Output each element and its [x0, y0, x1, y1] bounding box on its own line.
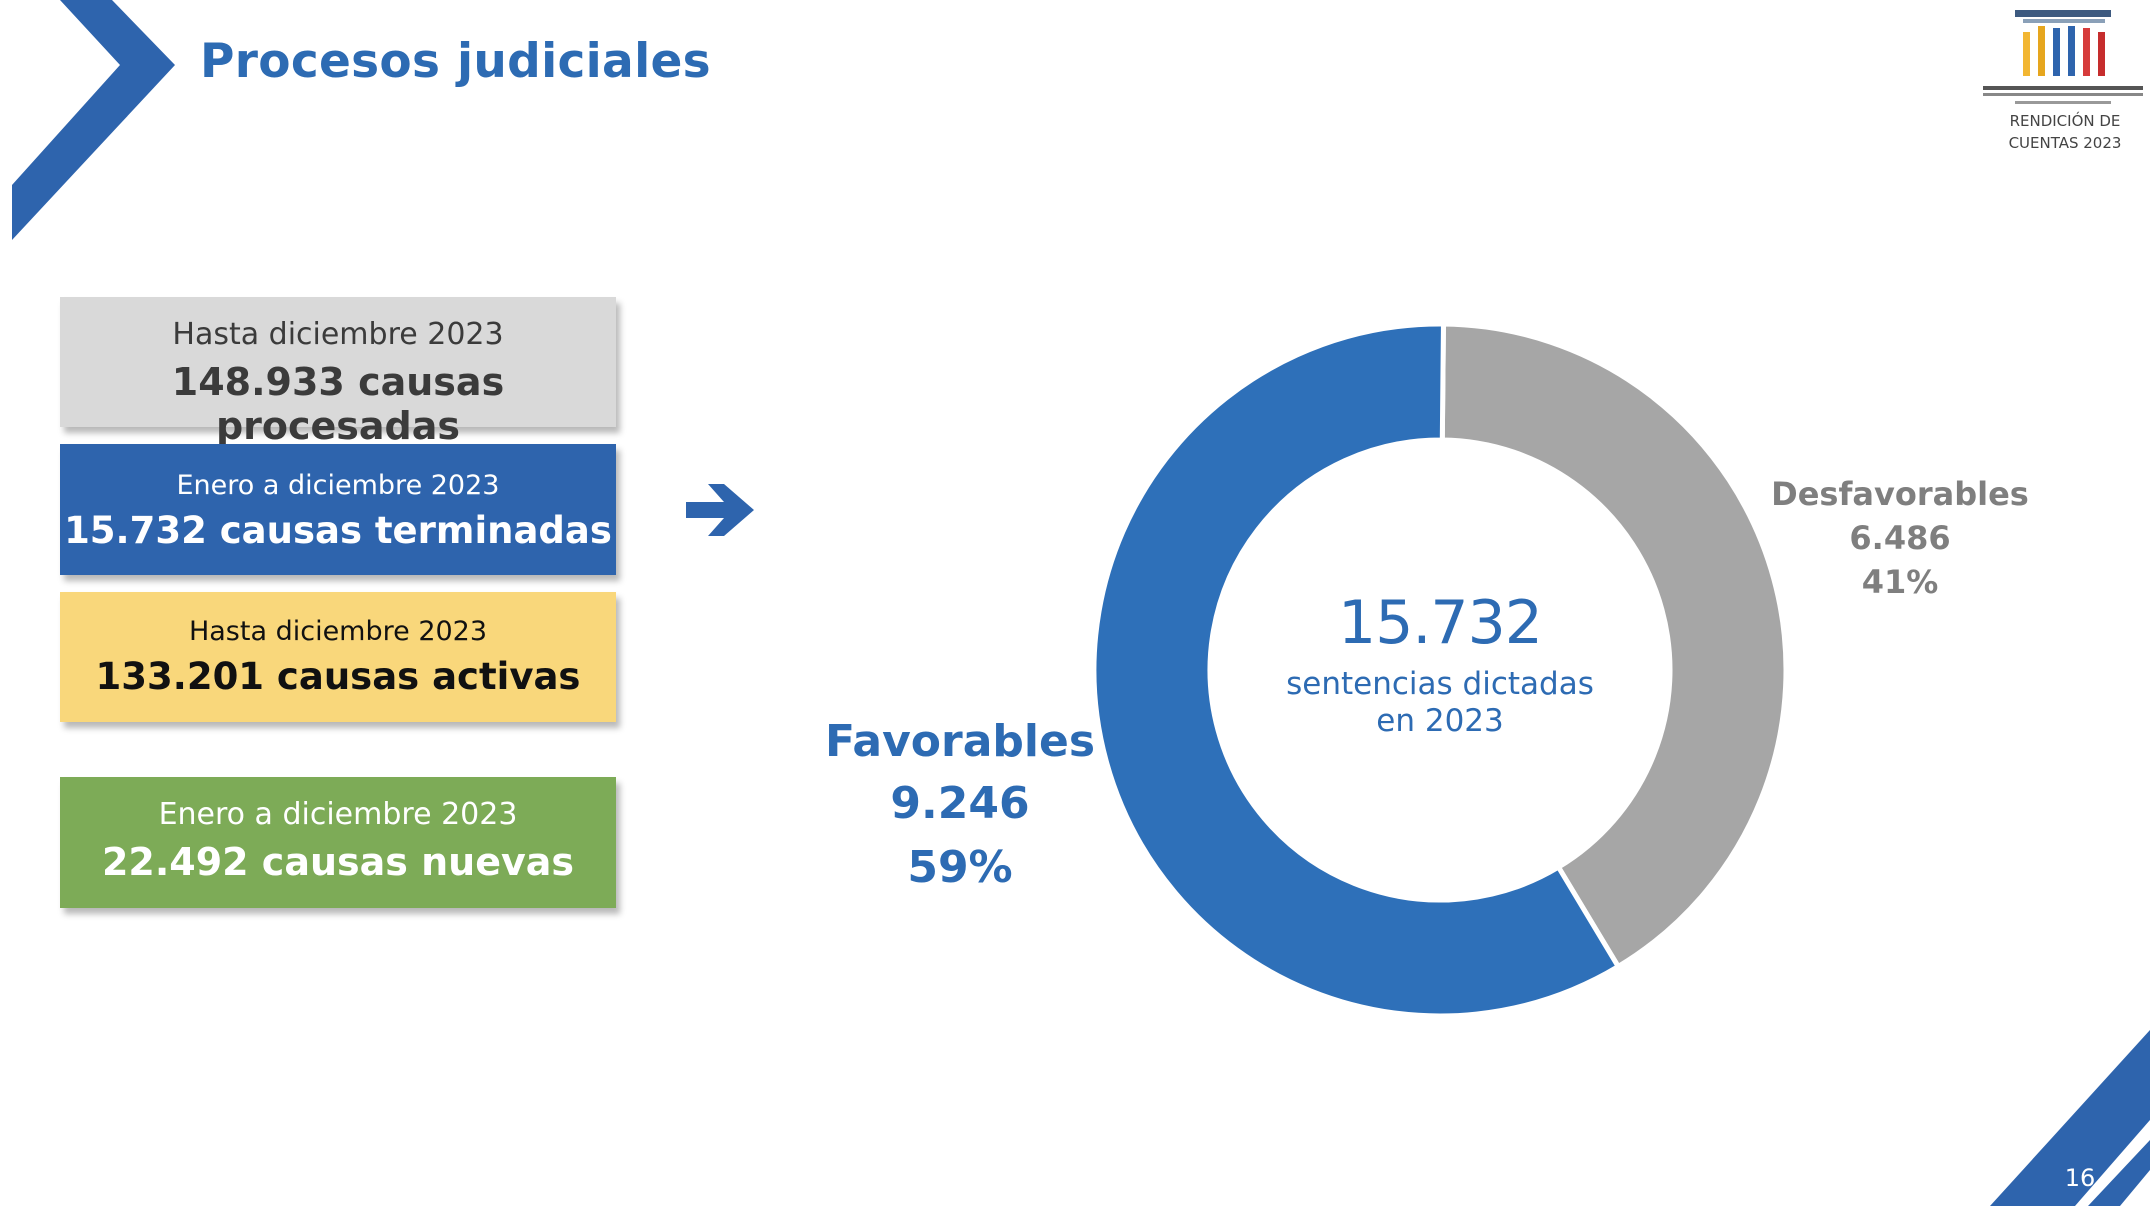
card-subtitle: Enero a diciembre 2023	[176, 470, 500, 501]
corner-decoration	[1990, 1030, 2150, 1206]
slice-name: Desfavorables	[1771, 475, 2029, 513]
card-causas-terminadas: Enero a diciembre 2023 15.732 causas ter…	[60, 444, 616, 575]
card-causas-procesadas: Hasta diciembre 2023 148.933 causas proc…	[60, 297, 616, 448]
donut-slice-favorables	[1091, 321, 1622, 1019]
logo-caption-line2: CUENTAS 2023	[2008, 134, 2122, 152]
chevron-decoration	[12, 0, 175, 240]
donut-center-label: sentencias dictadas en 2023	[1190, 666, 1690, 740]
card-subtitle: Enero a diciembre 2023	[158, 797, 518, 832]
slice-value: 9.246	[890, 778, 1030, 829]
logo-caption-line1: RENDICIÓN DE	[2009, 112, 2121, 130]
slice-percent: 41%	[1861, 563, 1939, 601]
institution-logo-icon	[1983, 10, 2143, 104]
card-value: 148.933 causas procesadas	[171, 360, 505, 448]
page-title: Procesos judiciales	[200, 34, 711, 89]
card-value: 133.201 causas activas	[95, 655, 581, 698]
slice-percent: 59%	[907, 842, 1013, 893]
card-value: 22.492 causas nuevas	[101, 840, 575, 884]
slice-label-favorables: Favorables 9.246 59%	[820, 712, 1100, 900]
donut-center-total: 15.732	[1338, 588, 1543, 658]
page-number: 16	[2064, 1164, 2096, 1192]
donut-chart	[1091, 321, 1789, 1019]
card-causas-activas: Hasta diciembre 2023 133.201 causas acti…	[60, 592, 616, 722]
card-value: 15.732 causas terminadas	[64, 509, 612, 552]
donut-center-label-line2: en 2023	[1376, 703, 1504, 739]
donut-center-label-line1: sentencias dictadas	[1286, 666, 1594, 702]
card-subtitle: Hasta diciembre 2023	[188, 616, 488, 647]
slice-value: 6.486	[1849, 519, 1951, 557]
arrow-right-icon	[686, 484, 754, 536]
slice-label-desfavorables: Desfavorables 6.486 41%	[1760, 472, 2040, 604]
logo-caption: RENDICIÓN DE CUENTAS 2023	[1985, 110, 2145, 154]
card-causas-nuevas: Enero a diciembre 2023 22.492 causas nue…	[60, 777, 616, 908]
card-subtitle: Hasta diciembre 2023	[172, 317, 504, 352]
slice-name: Favorables	[824, 716, 1096, 767]
donut-slice-desfavorables	[1439, 321, 1789, 970]
